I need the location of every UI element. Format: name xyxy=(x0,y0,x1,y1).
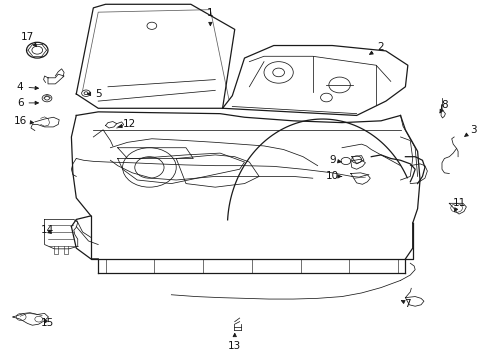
Text: 4: 4 xyxy=(17,82,39,92)
Text: 1: 1 xyxy=(206,8,213,26)
Text: 16: 16 xyxy=(14,116,34,126)
Text: 11: 11 xyxy=(451,198,465,212)
Text: 8: 8 xyxy=(439,100,447,113)
Text: 14: 14 xyxy=(41,225,54,235)
Text: 9: 9 xyxy=(328,155,341,165)
Text: 13: 13 xyxy=(228,333,241,351)
Text: 17: 17 xyxy=(21,32,37,47)
Text: 6: 6 xyxy=(17,98,39,108)
Text: 5: 5 xyxy=(87,89,102,99)
Text: 12: 12 xyxy=(118,120,136,129)
Text: 3: 3 xyxy=(464,125,476,136)
Text: 7: 7 xyxy=(401,299,410,309)
Text: 2: 2 xyxy=(369,42,384,54)
Text: 15: 15 xyxy=(41,319,54,328)
Text: 10: 10 xyxy=(325,171,341,181)
